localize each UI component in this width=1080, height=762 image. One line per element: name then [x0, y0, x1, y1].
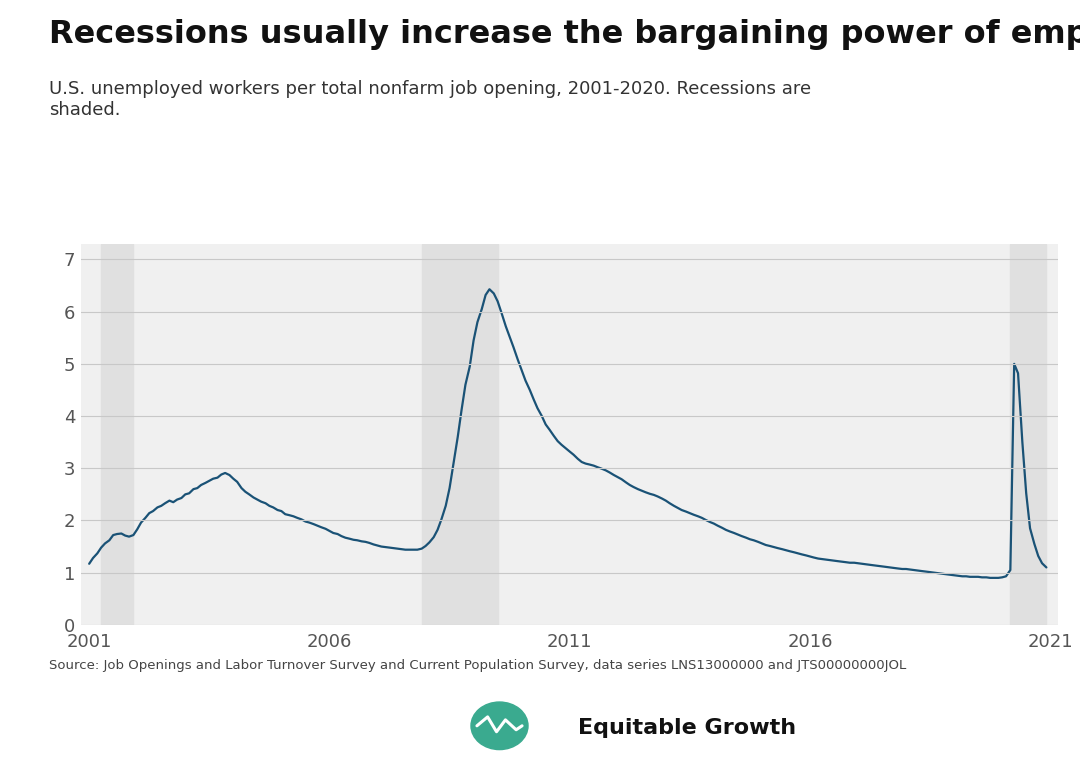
- Bar: [421, 244, 498, 625]
- Text: U.S. unemployed workers per total nonfarm job opening, 2001-2020. Recessions are: U.S. unemployed workers per total nonfar…: [49, 80, 811, 119]
- Circle shape: [471, 702, 528, 750]
- Bar: [1011, 244, 1047, 625]
- Text: Recessions usually increase the bargaining power of employers: Recessions usually increase the bargaini…: [49, 19, 1080, 50]
- Text: Source: Job Openings and Labor Turnover Survey and Current Population Survey, da: Source: Job Openings and Labor Turnover …: [49, 659, 906, 672]
- Bar: [102, 244, 133, 625]
- Text: Equitable Growth: Equitable Growth: [578, 718, 796, 738]
